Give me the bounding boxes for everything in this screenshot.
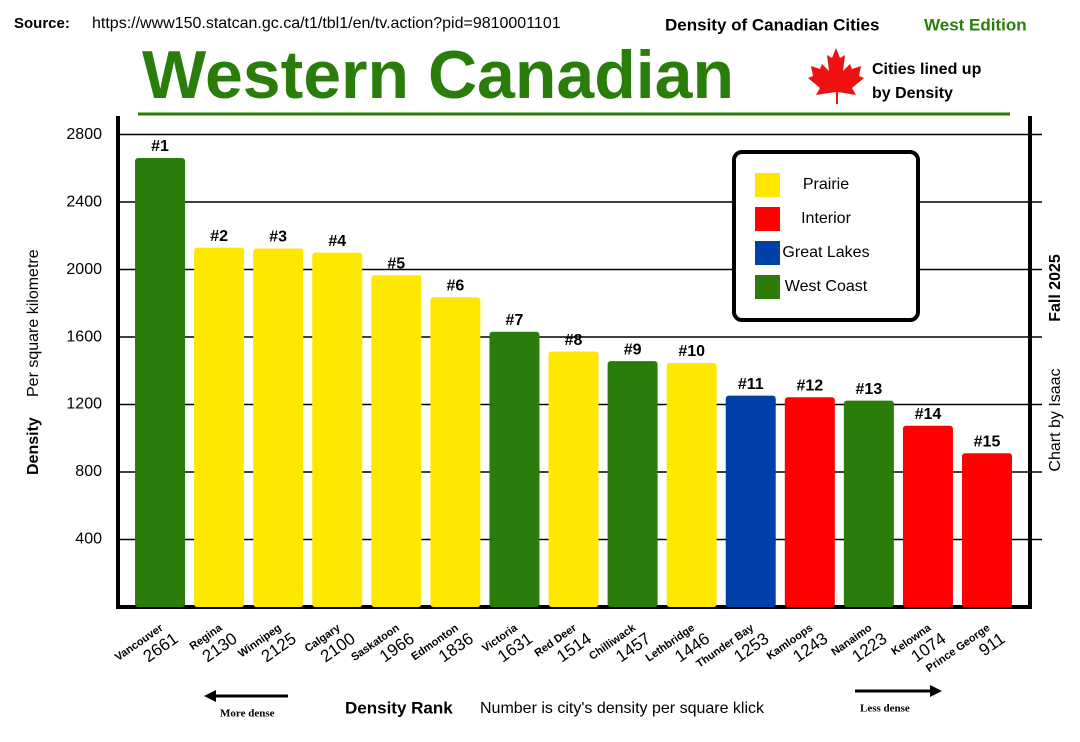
rank-label: #5 — [387, 255, 405, 272]
legend-label: Prairie — [803, 176, 849, 193]
bar — [135, 158, 186, 607]
rank-label: #10 — [678, 343, 705, 360]
source-label: Source: — [14, 15, 70, 32]
bar — [725, 395, 776, 607]
side-note: Fall 2025 — [1047, 254, 1064, 322]
bar — [962, 453, 1013, 607]
legend-swatch — [755, 275, 780, 299]
arrow-head — [204, 690, 216, 702]
x-label: Density Rank — [345, 698, 453, 717]
rank-label: #12 — [796, 377, 823, 394]
rank-label: #4 — [328, 233, 346, 250]
series-title: Density of Canadian Cities — [665, 15, 879, 34]
y-sublabel: Per square kilometre — [25, 249, 42, 397]
bar — [548, 351, 599, 607]
bar — [430, 297, 481, 607]
y-tick-label: 2000 — [66, 261, 102, 278]
y-tick-label: 400 — [75, 531, 102, 548]
arrow-label: More dense — [220, 708, 275, 720]
rank-label: #7 — [506, 312, 524, 329]
y-tick-label: 800 — [75, 463, 102, 480]
maple-leaf — [808, 48, 864, 104]
rank-label: #2 — [210, 228, 228, 245]
subtitle: by Density — [872, 85, 953, 102]
bar — [194, 247, 245, 607]
rank-label: #15 — [974, 434, 1001, 451]
bar — [489, 331, 540, 607]
legend-label: Great Lakes — [782, 244, 869, 261]
bar — [607, 361, 658, 607]
legend-label: Interior — [801, 210, 851, 227]
bar — [666, 363, 717, 607]
rank-label: #9 — [624, 341, 642, 358]
chart-title: Western Canadian — [142, 37, 734, 113]
bar — [371, 275, 422, 607]
rank-label: #14 — [915, 406, 942, 423]
rank-label: #3 — [269, 229, 287, 246]
bar — [784, 397, 835, 607]
arrow-label: Less dense — [860, 703, 910, 715]
y-label: Density — [25, 417, 42, 475]
rank-label: #13 — [856, 381, 883, 398]
y-tick-label: 2400 — [66, 193, 102, 210]
rank-label: #8 — [565, 332, 583, 349]
side-note: Chart by Isaac — [1047, 368, 1064, 471]
legend-swatch — [755, 241, 780, 265]
rank-label: #1 — [151, 138, 169, 155]
bar — [312, 252, 363, 607]
legend-label: West Coast — [785, 278, 868, 295]
bar — [843, 400, 894, 607]
y-tick-label: 2800 — [66, 126, 102, 143]
edition: West Edition — [924, 15, 1027, 34]
x-sublabel: Number is city's density per square klic… — [480, 700, 765, 717]
rank-label: #11 — [738, 376, 764, 393]
source-url: https://www150.statcan.gc.ca/t1/tbl1/en/… — [92, 15, 561, 32]
y-tick-label: 1600 — [66, 328, 102, 345]
bar — [253, 248, 304, 607]
rank-label: #6 — [446, 277, 464, 294]
bar — [902, 425, 953, 607]
subtitle: Cities lined up — [872, 61, 982, 78]
y-tick-label: 1200 — [66, 396, 102, 413]
arrow-head — [930, 685, 942, 697]
legend-swatch — [755, 207, 780, 231]
legend-swatch — [755, 173, 780, 197]
